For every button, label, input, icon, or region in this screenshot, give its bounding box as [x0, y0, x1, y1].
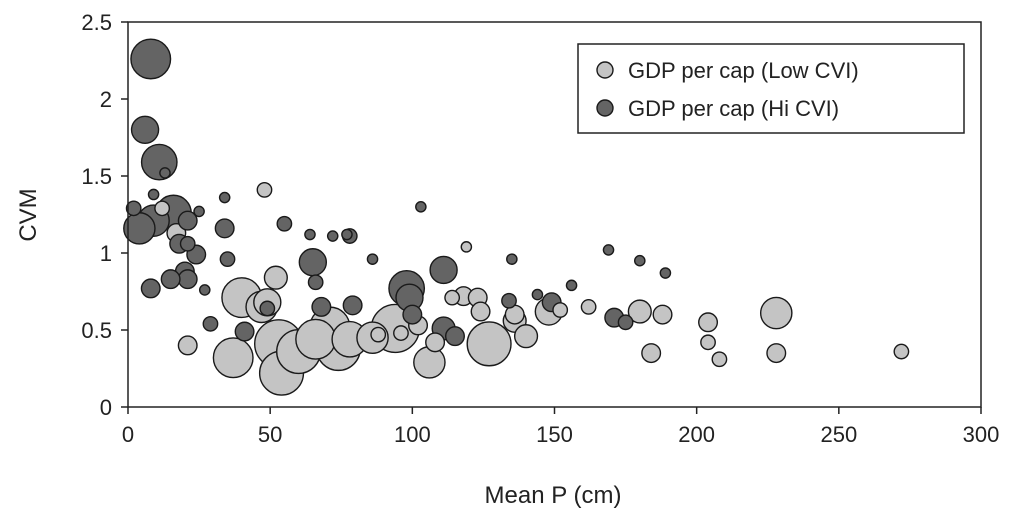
- hi-cvi-point: [342, 295, 363, 316]
- hi-cvi-point: [304, 228, 316, 241]
- low-cvi-point: [295, 318, 337, 360]
- hi-cvi-point: [193, 205, 205, 218]
- hi-cvi-point: [326, 230, 339, 242]
- hi-cvi-point: [130, 115, 160, 145]
- hi-cvi-point: [140, 143, 178, 181]
- hi-cvi-point: [444, 326, 465, 347]
- hi-cvi-point: [177, 269, 198, 290]
- hi-cvi-point: [402, 304, 423, 325]
- low-cvi-point: [893, 343, 910, 360]
- low-cvi-point: [513, 324, 539, 349]
- hi-cvi-point: [429, 255, 458, 285]
- low-cvi-point: [460, 241, 473, 253]
- chart-marks: [123, 38, 910, 396]
- y-tick-label: 0: [100, 395, 112, 420]
- hi-cvi-point: [341, 228, 353, 241]
- low-cvi-point: [700, 334, 716, 351]
- low-cvi-point: [413, 346, 446, 379]
- y-tick-label: 2.5: [81, 10, 112, 35]
- x-tick-label: 0: [122, 422, 134, 447]
- hi-cvi-point: [177, 210, 198, 231]
- hi-cvi-point: [160, 269, 181, 290]
- hi-cvi-point: [298, 248, 328, 277]
- legend-swatch-low-cvi: [596, 61, 614, 79]
- hi-cvi-point: [179, 235, 196, 252]
- low-cvi-point: [154, 200, 171, 217]
- hi-cvi-point: [366, 253, 379, 265]
- low-cvi-point: [466, 321, 512, 367]
- x-tick-label: 200: [678, 422, 715, 447]
- legend-swatch-hi-cvi: [596, 99, 614, 117]
- hi-cvi-point: [307, 274, 324, 291]
- legend-label-low-cvi: GDP per cap (Low CVI): [628, 58, 859, 83]
- low-cvi-point: [444, 289, 461, 306]
- hi-cvi-point: [634, 254, 646, 267]
- hi-cvi-point: [501, 292, 517, 309]
- hi-cvi-point: [147, 188, 160, 201]
- low-cvi-point: [711, 351, 728, 368]
- hi-cvi-point: [311, 296, 332, 317]
- hi-cvi-point: [602, 244, 615, 256]
- hi-cvi-point: [198, 284, 211, 296]
- hi-cvi-point: [219, 251, 236, 268]
- low-cvi-point: [177, 335, 198, 356]
- axes: 0 50 100 150 200 250 300 0 0.5 1 1.5 2 2.5: [81, 10, 999, 447]
- low-cvi-point: [627, 299, 652, 324]
- x-tick-label: 300: [963, 422, 1000, 447]
- low-cvi-point: [470, 301, 491, 322]
- low-cvi-point: [652, 304, 673, 325]
- hi-cvi-point: [617, 314, 634, 331]
- hi-cvi-point: [234, 321, 255, 342]
- hi-cvi-point: [202, 315, 219, 332]
- y-tick-label: 0.5: [81, 318, 112, 343]
- low-cvi-point: [698, 312, 719, 333]
- low-cvi-point: [425, 332, 446, 353]
- low-cvi-point: [263, 265, 288, 290]
- hi-cvi-point: [506, 253, 518, 265]
- hi-cvi-point: [531, 288, 544, 301]
- hi-cvi-point: [140, 278, 161, 299]
- low-cvi-point: [552, 302, 569, 318]
- hi-cvi-point: [259, 300, 276, 317]
- low-cvi-point: [212, 337, 254, 379]
- legend: GDP per cap (Low CVI) GDP per cap (Hi CVI…: [577, 43, 965, 134]
- hi-cvi-point: [159, 167, 171, 179]
- y-axis-title: CVM: [15, 188, 42, 241]
- hi-cvi-point: [218, 191, 231, 204]
- low-cvi-point: [370, 326, 387, 343]
- hi-cvi-point: [125, 200, 142, 217]
- legend-box: [577, 43, 965, 134]
- hi-cvi-point: [214, 218, 235, 239]
- y-tick-label: 1: [100, 241, 112, 266]
- low-cvi-point: [393, 325, 409, 341]
- hi-cvi-point: [415, 200, 427, 213]
- low-cvi-point: [759, 296, 793, 330]
- low-cvi-point: [641, 343, 662, 364]
- hi-cvi-point: [130, 38, 172, 80]
- y-tick-label: 2: [100, 87, 112, 112]
- y-tick-label: 1.5: [81, 164, 112, 189]
- x-tick-label: 50: [258, 422, 282, 447]
- x-tick-label: 100: [394, 422, 431, 447]
- hi-cvi-point: [276, 215, 293, 232]
- legend-label-hi-cvi: GDP per cap (Hi CVI): [628, 96, 839, 121]
- x-tick-label: 250: [820, 422, 857, 447]
- x-tick-label: 150: [536, 422, 573, 447]
- x-axis-title: Mean P (cm): [485, 482, 622, 509]
- hi-cvi-point: [659, 267, 672, 279]
- hi-cvi-point: [565, 279, 578, 292]
- low-cvi-point: [766, 343, 787, 364]
- low-cvi-point: [256, 181, 273, 198]
- low-cvi-point: [580, 298, 597, 315]
